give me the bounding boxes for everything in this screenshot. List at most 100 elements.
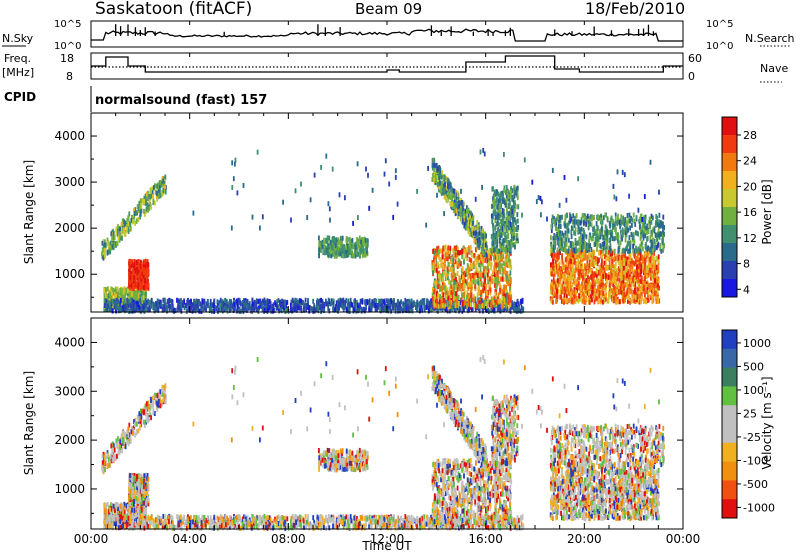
echo-point	[340, 247, 343, 253]
echo-point	[473, 302, 476, 308]
echo-point	[132, 219, 134, 225]
echo-point	[148, 206, 151, 211]
echo-point	[137, 217, 140, 222]
echo-point	[500, 254, 503, 260]
echo-point	[134, 221, 136, 226]
echo-point	[392, 305, 394, 311]
echo-point	[144, 298, 147, 304]
echo-point	[216, 299, 219, 305]
echo-point	[465, 294, 468, 300]
echo-point	[162, 182, 164, 188]
echo-point	[150, 303, 153, 309]
echo-point	[134, 207, 137, 213]
echo-point	[107, 244, 110, 249]
echo-point	[346, 249, 349, 255]
echo-point	[493, 247, 495, 253]
echo-point	[308, 305, 310, 310]
echo-point	[131, 274, 134, 280]
echo-point	[332, 242, 335, 248]
echo-point	[299, 305, 301, 311]
echo-point	[420, 302, 423, 308]
echo-point	[413, 300, 415, 306]
echo-point	[503, 188, 505, 194]
echo-point	[348, 306, 350, 312]
echo-point	[449, 245, 452, 251]
echo-point	[514, 244, 516, 250]
echo-point	[132, 272, 134, 277]
echo-point	[163, 304, 166, 310]
echo-point	[504, 236, 507, 242]
echo-point	[504, 276, 507, 282]
echo-point	[155, 301, 158, 307]
echo-point	[353, 253, 355, 259]
echo-point	[459, 307, 461, 313]
echo-point	[140, 308, 143, 314]
echo-point	[295, 298, 298, 304]
nave-label: Nave	[760, 62, 788, 75]
echo-point	[450, 194, 453, 199]
echo-point	[136, 267, 138, 272]
echo-point	[195, 298, 198, 304]
echo-point	[489, 276, 491, 282]
echo-point	[112, 288, 115, 294]
echo-point	[305, 306, 307, 312]
echo-point	[313, 303, 315, 309]
echo-point	[265, 307, 267, 313]
echo-point	[146, 259, 149, 264]
echo-point	[103, 291, 106, 296]
echo-point	[444, 175, 446, 181]
echo-point	[342, 303, 344, 309]
echo-point	[274, 302, 277, 308]
echo-point	[520, 305, 523, 310]
echo-point	[345, 244, 348, 250]
echo-point	[312, 306, 315, 312]
echo-point	[193, 299, 195, 305]
echo-point	[106, 286, 109, 292]
echo-point	[351, 237, 354, 243]
echo-point	[307, 297, 309, 303]
echo-point	[319, 305, 321, 311]
echo-point	[473, 230, 475, 236]
echo-point	[492, 225, 495, 231]
echo-point	[258, 305, 260, 311]
echo-point	[303, 307, 305, 313]
echo-point	[437, 181, 439, 187]
echo-point	[134, 292, 137, 298]
echo-point	[456, 191, 459, 197]
echo-point	[467, 301, 470, 307]
echo-point	[211, 308, 213, 314]
echo-point	[248, 302, 250, 308]
echo-point	[217, 307, 220, 313]
echo-point	[170, 307, 173, 312]
echo-point	[600, 297, 602, 303]
echo-point	[129, 259, 131, 265]
echo-point	[323, 308, 325, 314]
station-title: Saskatoon (fitACF)	[95, 0, 252, 19]
echo-point	[410, 304, 412, 310]
echo-point	[111, 299, 114, 305]
echo-point	[356, 299, 358, 305]
echo-point	[123, 227, 126, 233]
echo-point	[119, 293, 121, 299]
echo-point	[128, 308, 130, 314]
echo-point	[243, 302, 246, 308]
echo-point	[128, 268, 130, 274]
echo-point	[111, 287, 114, 293]
echo-point	[480, 281, 483, 286]
echo-point	[116, 240, 118, 246]
echo-point	[439, 180, 441, 186]
echo-point	[154, 189, 157, 195]
echo-point	[390, 308, 392, 314]
echo-point	[212, 303, 215, 308]
echo-point	[357, 302, 359, 308]
echo-point	[454, 252, 457, 258]
echo-point	[480, 256, 483, 262]
echo-point	[222, 301, 225, 307]
echo-point	[265, 299, 268, 305]
echo-point	[507, 234, 509, 239]
echo-point	[221, 299, 223, 305]
echo-point	[111, 244, 114, 250]
echo-point	[336, 242, 339, 248]
echo-point	[321, 307, 323, 313]
echo-point	[256, 299, 259, 305]
